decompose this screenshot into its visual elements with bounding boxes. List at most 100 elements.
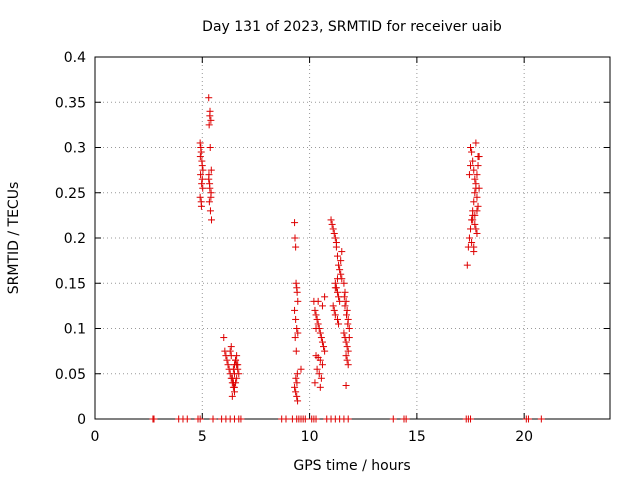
- x-tick-label: 20: [515, 429, 533, 445]
- data-point: [470, 198, 478, 206]
- data-point: [196, 153, 204, 161]
- data-point: [226, 347, 234, 355]
- data-point: [291, 234, 299, 242]
- data-point: [313, 365, 321, 373]
- x-tick-label: 0: [91, 429, 100, 445]
- data-point: [342, 338, 350, 346]
- data-point: [468, 239, 476, 247]
- data-point: [336, 297, 344, 305]
- data-point: [474, 153, 482, 161]
- data-point: [293, 392, 301, 400]
- data-point: [318, 302, 326, 310]
- data-point: [469, 157, 477, 165]
- data-point: [321, 347, 329, 355]
- data-point: [230, 383, 238, 391]
- data-point: [344, 361, 352, 369]
- data-point: [291, 219, 299, 227]
- data-point: [292, 243, 300, 251]
- data-point: [463, 261, 471, 269]
- y-tick-label: 0.25: [55, 186, 86, 202]
- data-point: [472, 139, 480, 147]
- data-point: [343, 306, 351, 314]
- data-point: [465, 234, 473, 242]
- data-point: [282, 415, 290, 423]
- data-point: [232, 356, 240, 364]
- data-point: [206, 180, 214, 188]
- data-point: [227, 343, 235, 351]
- data-point: [233, 352, 241, 360]
- data-point: [196, 139, 204, 147]
- data-point: [196, 415, 204, 423]
- plot-frame: [94, 56, 611, 420]
- data-point: [206, 144, 214, 151]
- data-point: [223, 356, 231, 364]
- data-point: [294, 329, 302, 337]
- data-point: [293, 370, 301, 378]
- data-point: [470, 166, 478, 174]
- data-point: [338, 248, 346, 256]
- data-point: [402, 415, 410, 423]
- data-point: [312, 325, 320, 332]
- data-point: [294, 297, 302, 305]
- data-point: [196, 193, 204, 201]
- data-point: [330, 306, 338, 314]
- y-tick-label: 0.1: [64, 322, 86, 338]
- data-point: [237, 415, 245, 423]
- data-point: [318, 361, 326, 369]
- data-point: [342, 311, 350, 319]
- data-point: [207, 116, 215, 124]
- data-point: [312, 311, 320, 319]
- data-point: [316, 356, 324, 364]
- data-point: [314, 320, 322, 328]
- data-point: [293, 325, 301, 332]
- data-point: [336, 266, 344, 274]
- data-point: [469, 216, 477, 224]
- data-point: [205, 171, 213, 179]
- data-point: [344, 415, 352, 423]
- data-point: [197, 202, 205, 210]
- y-tick-label: 0.35: [55, 95, 86, 111]
- data-points: [149, 94, 545, 423]
- data-point: [321, 293, 329, 301]
- data-point: [199, 184, 207, 192]
- data-point: [344, 347, 352, 355]
- data-point: [205, 94, 213, 102]
- data-point: [331, 234, 339, 242]
- data-point: [474, 202, 482, 210]
- data-point: [345, 325, 353, 332]
- data-point: [473, 193, 481, 201]
- data-point: [333, 252, 341, 260]
- data-point: [230, 370, 238, 378]
- data-point: [317, 334, 325, 342]
- data-point: [294, 397, 302, 405]
- data-point: [333, 275, 341, 283]
- y-tick-label: 0.15: [55, 276, 86, 292]
- data-point: [197, 171, 205, 179]
- y-tick-label: 0.4: [64, 50, 86, 66]
- x-tick-label: 5: [198, 429, 207, 445]
- y-tick-label: 0.05: [55, 367, 86, 383]
- data-point: [471, 189, 479, 197]
- data-point: [341, 288, 349, 296]
- data-point: [537, 415, 545, 423]
- data-point: [198, 180, 206, 188]
- data-point: [291, 334, 299, 342]
- data-point: [198, 157, 206, 165]
- data-point: [471, 220, 479, 228]
- data-point: [228, 392, 236, 400]
- data-point: [524, 415, 532, 423]
- y-tick-label: 0.2: [64, 231, 86, 247]
- data-point: [292, 279, 300, 287]
- data-point: [197, 144, 205, 151]
- ticks: 0 0.05 0.1 0.15 0.2 0.25 0.3 0.35 0.4 0 5 10 15 20: [55, 50, 610, 445]
- data-point: [311, 379, 319, 387]
- data-point: [198, 175, 206, 183]
- data-point: [329, 302, 337, 310]
- data-point: [329, 225, 337, 233]
- data-point: [471, 211, 479, 219]
- data-point: [205, 198, 213, 206]
- data-point: [344, 320, 352, 328]
- data-point: [467, 144, 475, 151]
- data-point: [207, 166, 215, 174]
- data-point: [335, 261, 343, 269]
